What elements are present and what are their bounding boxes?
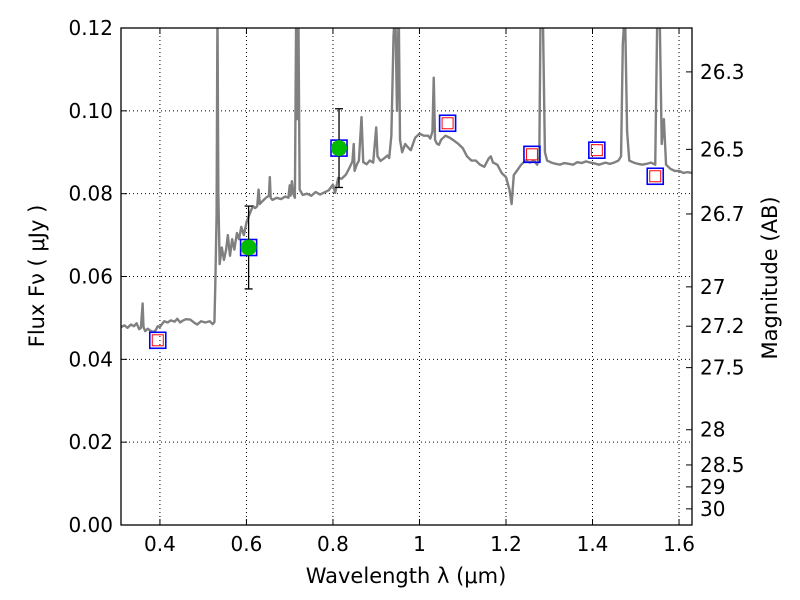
x-tick-label: 0.8 — [317, 532, 349, 556]
photometry-marker-inner — [525, 148, 538, 161]
photometry-marker-inner — [151, 334, 164, 347]
mag-tick-label: 28 — [700, 418, 725, 442]
y-tick-label: 0.12 — [68, 16, 113, 40]
y-tick-label: 0.04 — [68, 347, 113, 371]
x-tick-label: 1 — [413, 532, 426, 556]
photometry-marker-inner — [649, 170, 662, 183]
y-tick-label: 0.08 — [68, 182, 113, 206]
grid — [121, 27, 692, 526]
mag-tick-label: 27 — [700, 275, 725, 299]
y-tick-label: 0.00 — [68, 513, 113, 537]
observed-point — [240, 239, 257, 256]
observed-markers — [240, 108, 348, 290]
y-axis-title: Flux Fν ( μJy ) — [25, 205, 49, 348]
photometry-marker-outer — [148, 331, 167, 350]
y-tick-label: 0.10 — [68, 99, 113, 123]
mag-tick-label: 27.5 — [700, 356, 745, 380]
mag-tick-label: 26.7 — [700, 202, 745, 226]
x-tick-label: 0.6 — [231, 532, 263, 556]
y-tick-label: 0.02 — [68, 430, 113, 454]
mag-tick-label: 26.3 — [700, 60, 745, 84]
x-tick-label: 1.6 — [663, 532, 695, 556]
right-axis-title: Magnitude (AB) — [758, 196, 782, 359]
mag-tick-label: 26.5 — [700, 137, 745, 161]
photometry-marker-outer — [588, 141, 606, 159]
photometry-marker-outer — [646, 167, 665, 186]
photometry-marker-inner — [590, 144, 603, 157]
model-spectrum-line — [121, 28, 692, 334]
mag-tick-label: 28.5 — [700, 453, 745, 477]
y-tick-label: 0.06 — [68, 265, 113, 289]
x-tick-label: 1.4 — [577, 532, 609, 556]
mag-tick-label: 27.2 — [700, 314, 745, 338]
mag-tick-label: 29 — [700, 475, 725, 499]
x-tick-label: 0.4 — [144, 532, 176, 556]
observed-point — [331, 140, 348, 157]
plot-area — [121, 28, 692, 350]
x-tick-label: 1.2 — [490, 532, 522, 556]
photometry-marker-outer — [438, 114, 457, 133]
mag-tick-label: 30 — [700, 497, 725, 521]
x-axis-ticks: 0.4 0.6 0.8 1 1.2 1.4 1.6 — [144, 28, 695, 556]
y-axis-ticks: 0.00 0.02 0.04 0.06 0.08 0.10 0.12 — [68, 16, 127, 537]
photometry-marker-inner — [441, 117, 454, 130]
x-axis-title: Wavelength λ (μm) — [306, 564, 507, 588]
photometry-marker-outer — [523, 145, 541, 164]
